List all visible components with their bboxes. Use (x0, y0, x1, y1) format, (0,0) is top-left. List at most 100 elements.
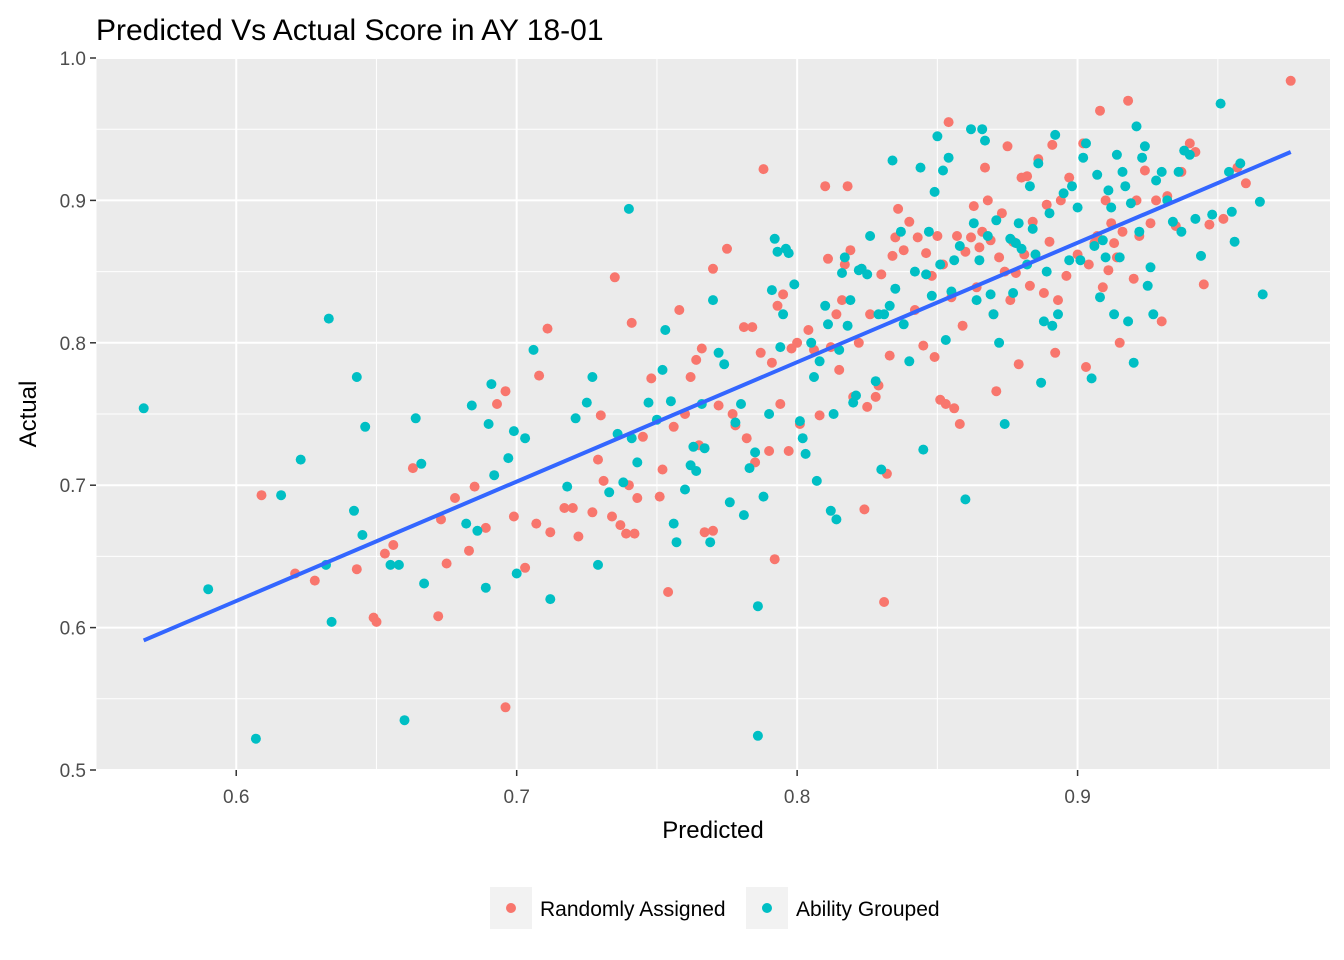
point-ability-grouped (1089, 241, 1100, 251)
point-randomly-assigned (708, 263, 718, 274)
point-ability-grouped (918, 444, 929, 455)
point-ability-grouped (943, 152, 954, 163)
point-ability-grouped (949, 255, 960, 266)
point-ability-grouped (915, 162, 926, 173)
point-randomly-assigned (379, 548, 390, 559)
point-ability-grouped (511, 568, 522, 579)
point-ability-grouped (968, 218, 979, 229)
point-randomly-assigned (626, 317, 637, 328)
point-randomly-assigned (1041, 199, 1052, 210)
point-ability-grouped (1106, 202, 1117, 213)
point-randomly-assigned (859, 504, 870, 515)
point-randomly-assigned (615, 520, 626, 531)
point-randomly-assigned (968, 201, 979, 212)
point-randomly-assigned (309, 575, 320, 586)
point-ability-grouped (1125, 198, 1136, 209)
point-ability-grouped (752, 601, 763, 612)
point-randomly-assigned (256, 490, 267, 501)
point-ability-grouped (416, 458, 427, 469)
point-ability-grouped (758, 491, 769, 502)
y-tick-label: 0.5 (60, 761, 86, 782)
point-randomly-assigned (954, 419, 965, 429)
point-randomly-assigned (1114, 337, 1125, 348)
point-randomly-assigned (952, 231, 962, 241)
point-ability-grouped (744, 463, 755, 474)
y-tick-label: 1.0 (60, 49, 86, 70)
point-ability-grouped (921, 269, 932, 280)
point-randomly-assigned (520, 562, 531, 573)
point-ability-grouped (806, 337, 817, 348)
point-ability-grouped (489, 470, 500, 481)
point-ability-grouped (1027, 223, 1038, 234)
point-randomly-assigned (450, 493, 460, 503)
point-ability-grouped (691, 466, 702, 476)
point-ability-grouped (1067, 181, 1077, 192)
point-ability-grouped (250, 733, 261, 744)
point-ability-grouped (966, 124, 976, 135)
point-randomly-assigned (1024, 280, 1035, 291)
point-randomly-assigned (607, 511, 617, 522)
chart-title: Predicted Vs Actual Score in AY 18-01 (96, 14, 604, 47)
point-ability-grouped (1128, 357, 1139, 368)
point-ability-grouped (724, 497, 735, 508)
point-ability-grouped (837, 268, 847, 278)
point-randomly-assigned (1038, 288, 1049, 298)
point-randomly-assigned (820, 181, 831, 192)
point-randomly-assigned (783, 446, 794, 456)
point-randomly-assigned (1100, 195, 1111, 206)
point-ability-grouped (1050, 129, 1061, 140)
point-ability-grouped (932, 131, 943, 142)
point-randomly-assigned (1204, 219, 1215, 230)
point-ability-grouped (699, 443, 710, 454)
point-ability-grouped (1229, 236, 1240, 247)
x-axis-title: Predicted (662, 817, 763, 844)
point-ability-grouped (1030, 249, 1041, 260)
point-randomly-assigned (637, 431, 648, 442)
point-ability-grouped (1016, 243, 1027, 254)
point-ability-grouped (1196, 250, 1206, 261)
point-randomly-assigned (1139, 165, 1150, 176)
point-ability-grouped (752, 730, 763, 741)
point-ability-grouped (1013, 218, 1024, 229)
point-ability-grouped (879, 309, 890, 320)
point-ability-grouped (890, 283, 901, 294)
point-ability-grouped (357, 530, 368, 540)
point-ability-grouped (1081, 138, 1091, 149)
point-ability-grouped (1008, 288, 1019, 298)
point-ability-grouped (895, 226, 906, 237)
point-randomly-assigned (1047, 139, 1058, 150)
trend-layer (142, 150, 1292, 643)
point-ability-grouped (581, 397, 592, 408)
point-ability-grouped (1086, 373, 1097, 384)
point-randomly-assigned (1053, 295, 1063, 306)
major-grid (96, 57, 1330, 771)
point-randomly-assigned (994, 252, 1005, 263)
point-randomly-assigned (1095, 105, 1105, 116)
point-randomly-assigned (1156, 316, 1167, 327)
point-ability-grouped (668, 518, 679, 529)
point-ability-grouped (909, 266, 920, 277)
point-randomly-assigned (769, 554, 780, 565)
point-ability-grouped (865, 231, 876, 241)
point-ability-grouped (1134, 226, 1145, 237)
point-randomly-assigned (772, 300, 783, 311)
point-ability-grouped (1190, 213, 1201, 224)
point-ability-grouped (1207, 209, 1218, 220)
point-ability-grouped (800, 448, 811, 459)
point-ability-grouped (1148, 309, 1159, 320)
point-ability-grouped (708, 295, 718, 306)
point-ability-grouped (738, 510, 749, 521)
point-randomly-assigned (823, 253, 833, 264)
point-ability-grouped (657, 364, 668, 375)
point-ability-grouped (929, 186, 940, 197)
point-randomly-assigned (464, 545, 474, 556)
point-ability-grouped (1092, 169, 1103, 180)
point-ability-grouped (528, 344, 539, 355)
point-randomly-assigned (632, 493, 643, 503)
point-ability-grouped (1151, 175, 1162, 186)
point-ability-grouped (898, 319, 909, 330)
point-randomly-assigned (674, 305, 685, 315)
point-randomly-assigned (1064, 172, 1075, 183)
x-tick-label: 0.7 (503, 787, 529, 808)
point-randomly-assigned (1145, 218, 1156, 229)
